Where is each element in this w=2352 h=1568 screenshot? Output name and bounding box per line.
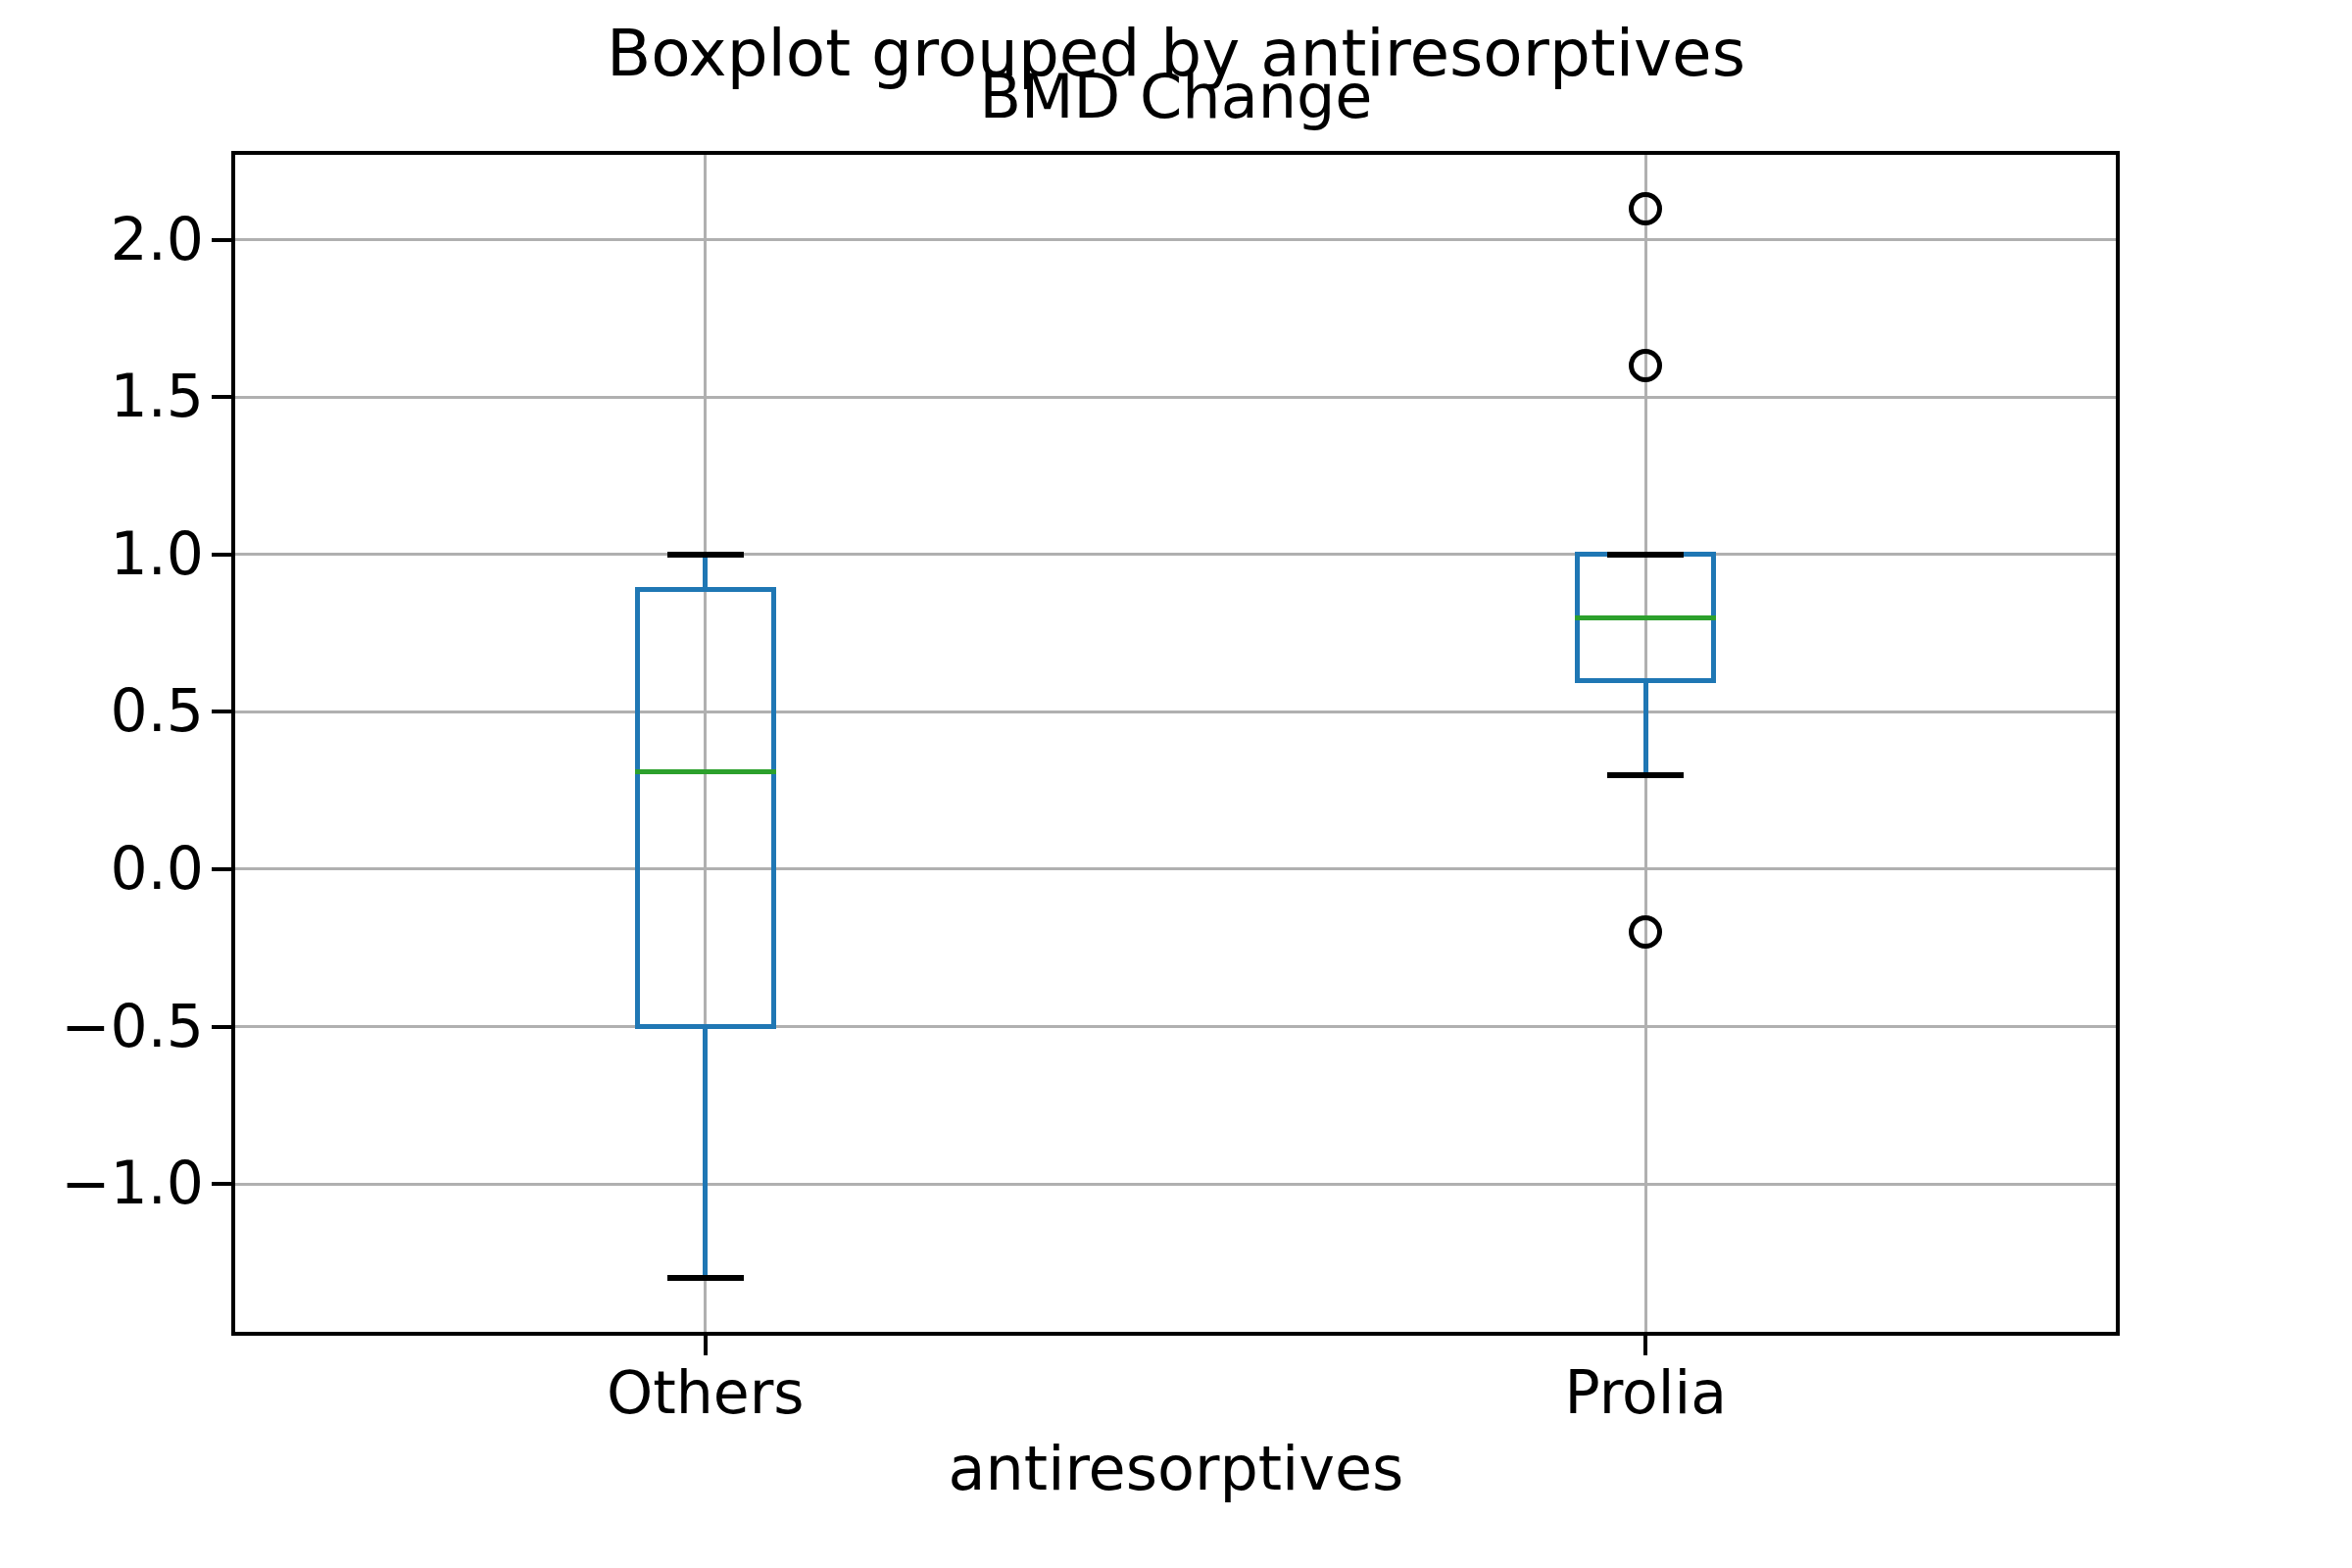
y-tick-mark [212,1025,231,1029]
gridline-horizontal [235,238,2116,241]
lower-whisker-line [1643,680,1648,774]
plot-area [231,151,2120,1336]
median-line [635,769,776,774]
gridline-horizontal [235,396,2116,399]
x-tick-label: Others [607,1363,805,1422]
y-tick-label: 2.0 [0,210,204,269]
boxplot-figure: Boxplot grouped by antiresorptives BMD C… [0,0,2352,1568]
axes-title: BMD Change [980,67,1373,127]
gridline-horizontal [235,1183,2116,1186]
x-tick-mark [1643,1336,1647,1355]
gridline-horizontal [235,710,2116,713]
x-axis-label: antiresorptives [949,1439,1404,1499]
x-tick-label: Prolia [1565,1363,1727,1422]
upper-whisker-cap [667,552,744,558]
y-tick-label: 1.0 [0,524,204,583]
y-tick-mark [212,1182,231,1186]
outlier-point [1629,192,1662,225]
y-tick-label: 0.0 [0,839,204,898]
gridline-horizontal [235,867,2116,870]
upper-whisker-cap [1607,552,1684,558]
lower-whisker-cap [667,1275,744,1281]
box-iqr [635,587,776,1029]
lower-whisker-cap [1607,772,1684,778]
outlier-point [1629,349,1662,382]
y-tick-label: 1.5 [0,367,204,425]
y-tick-mark [212,238,231,242]
gridline-horizontal [235,1025,2116,1028]
x-tick-mark [704,1336,708,1355]
median-line [1575,615,1716,620]
outlier-point [1629,915,1662,949]
y-tick-label: −0.5 [0,996,204,1054]
lower-whisker-line [703,1027,708,1279]
y-tick-label: −1.0 [0,1153,204,1212]
upper-whisker-line [703,555,708,589]
y-tick-mark [212,710,231,713]
y-tick-mark [212,553,231,557]
y-tick-mark [212,867,231,871]
gridline-horizontal [235,553,2116,556]
y-tick-mark [212,395,231,399]
y-tick-label: 0.5 [0,681,204,740]
